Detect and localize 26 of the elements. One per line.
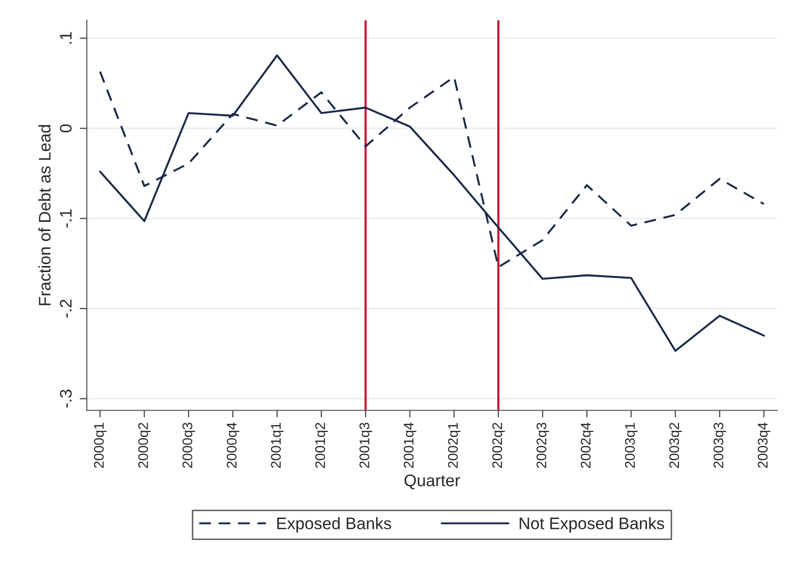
x-tick-label: 2001q2 [315,422,328,468]
x-tick-label: 2002q4 [580,422,594,468]
line-series [99,54,765,352]
x-tick-label: 2000q1 [94,422,107,468]
x-tick-label: 2002q2 [492,422,505,468]
x-tick-label: 2002q3 [536,422,550,468]
x-tick-label: 2000q3 [182,422,196,468]
y-tick-label: .1 [60,32,72,44]
legend-label: Not Exposed Banks [520,517,664,533]
x-tick-label: 2003q1 [625,422,638,468]
x-tick-label: 2001q3 [359,422,372,468]
x-tick-label: 2000q2 [138,422,151,468]
x-tick-label: 2003q2 [669,422,682,468]
y-tick-label: -.2 [60,300,72,318]
y-tick-label: -.1 [60,210,72,228]
x-tick-label: 2000q4 [226,422,240,468]
y-tick-label: -.3 [60,390,72,408]
y-axis-title: Fraction of Debt as Lead [38,125,51,306]
x-tick-label: 2003q4 [758,422,770,468]
x-tick-label: 2001q1 [270,422,284,468]
x-tick-label: 2002q1 [448,422,461,468]
x-axis-title: Quarter [404,474,460,490]
legend-label: Exposed Banks [277,517,392,533]
x-tick-label: 2001q4 [404,422,416,468]
x-tick-label: 2003q3 [714,422,726,468]
y-tick-label: 0 [60,124,72,132]
